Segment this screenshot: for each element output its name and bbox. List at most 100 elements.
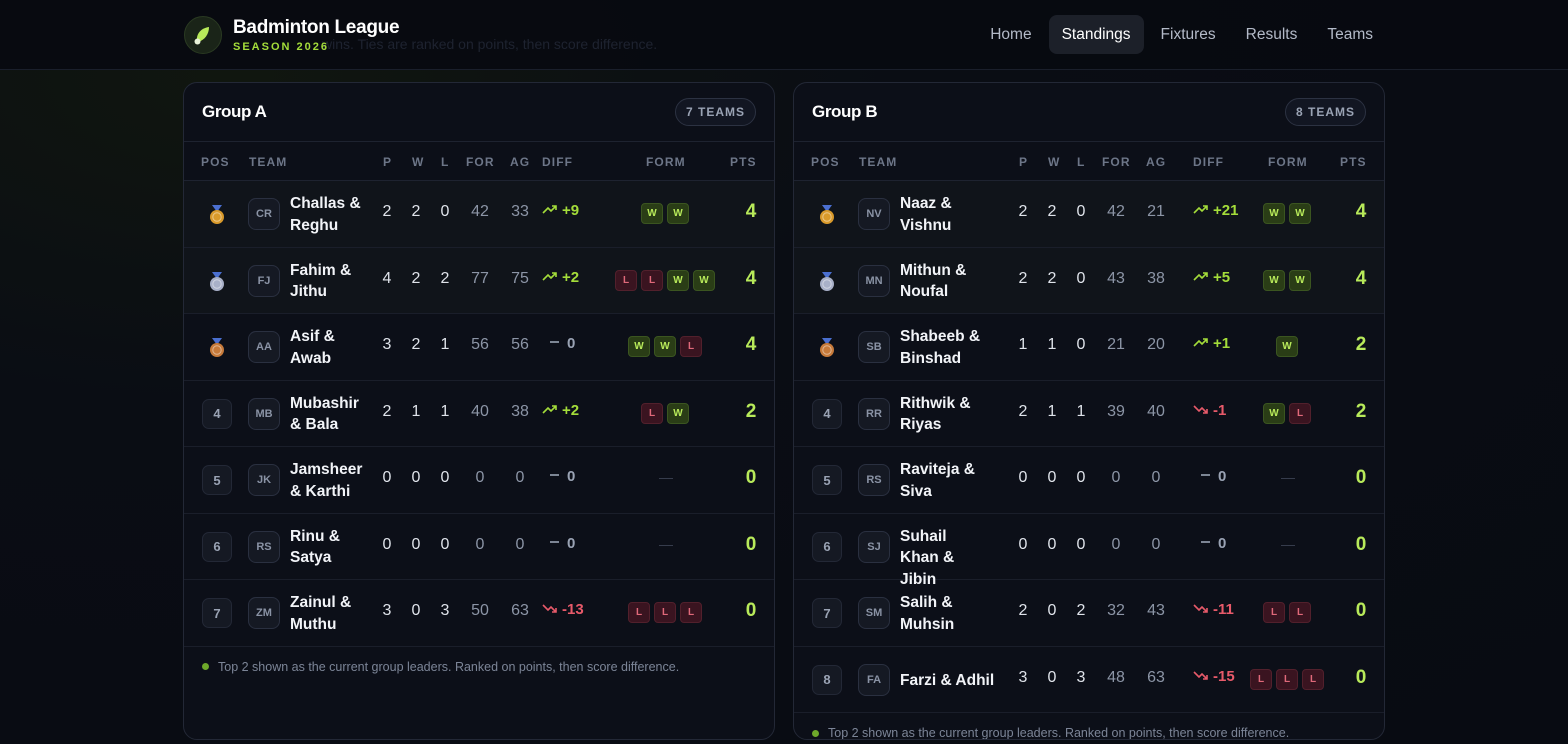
team-count-badge: 8 TEAMS bbox=[1284, 98, 1366, 126]
stat-p: 2 bbox=[1018, 402, 1028, 420]
table-row[interactable]: 8 FA Farzi & Adhil 3 0 3 48 63 -15 L L L 0 bbox=[794, 647, 1384, 713]
stat-w: 0 bbox=[1047, 469, 1057, 486]
column-headers: POS TEAM P W L FOR AG DIFF FORM PTS bbox=[794, 142, 1384, 181]
table-row[interactable]: SB Shabeeb & Binshad 1 1 0 21 20 +1 W 2 bbox=[794, 314, 1384, 381]
team-name[interactable]: Mithun & Noufal bbox=[900, 261, 967, 301]
medal-silver-icon bbox=[818, 271, 836, 297]
trend-up-icon bbox=[542, 402, 558, 419]
table-row[interactable]: 6 SJ Suhail Khan & Jibin 0 0 0 0 0 0 — 0 bbox=[794, 514, 1384, 588]
score-difference: 0 bbox=[547, 535, 575, 552]
table-row[interactable]: CR Challas & Reghu 2 2 0 42 33 +9 W W 4 bbox=[184, 181, 774, 248]
stat-l: 3 bbox=[1076, 668, 1086, 686]
team-avatar: FA bbox=[858, 663, 890, 696]
table-row[interactable]: 7 ZM Zainul & Muthu 3 0 3 50 63 -13 L L L 0 bbox=[184, 580, 774, 647]
stat-for: 32 bbox=[1107, 602, 1125, 619]
page-subtitle-ghost: wins. Ties are ranked on points, then sc… bbox=[322, 36, 658, 52]
table-row[interactable]: FJ Fahim & Jithu 4 2 2 77 75 +2 L L W W 4 bbox=[184, 247, 774, 314]
form-chip-win: W bbox=[667, 402, 689, 424]
table-row[interactable]: MN Mithun & Noufal 2 2 0 43 38 +5 W W 4 bbox=[794, 247, 1384, 314]
form-chip-loss: L bbox=[654, 602, 676, 623]
team-count-badge: 7 TEAMS bbox=[674, 98, 756, 126]
team-name[interactable]: Zainul & Muthu bbox=[290, 594, 352, 633]
points: 0 bbox=[1355, 666, 1367, 688]
brand[interactable]: Badminton League SEASON 2026 bbox=[184, 16, 400, 54]
medal-silver-icon bbox=[208, 271, 226, 297]
stat-p: 4 bbox=[382, 269, 392, 287]
medal-gold-icon bbox=[818, 205, 836, 230]
group-title: Group B bbox=[812, 102, 878, 121]
group-footnote: Top 2 shown as the current group leaders… bbox=[184, 647, 774, 687]
trend-up-icon bbox=[1193, 269, 1209, 286]
form-chip-loss: L bbox=[1289, 402, 1311, 424]
team-avatar: RS bbox=[858, 464, 890, 496]
score-difference: +21 bbox=[1193, 202, 1238, 219]
table-row[interactable]: 5 JK Jamsheer & Karthi 0 0 0 0 0 0 — 0 bbox=[184, 447, 774, 514]
team-name[interactable]: Farzi & Adhil bbox=[900, 671, 995, 689]
points: 0 bbox=[1355, 467, 1367, 488]
stat-l: 0 bbox=[1076, 336, 1086, 353]
table-row[interactable]: AA Asif & Awab 3 2 1 56 56 0 W W L 4 bbox=[184, 314, 774, 381]
score-difference: +5 bbox=[1193, 269, 1230, 286]
team-name[interactable]: Rinu & Satya bbox=[290, 527, 340, 567]
stat-l: 1 bbox=[440, 402, 450, 420]
table-row[interactable]: 5 RS Raviteja & Siva 0 0 0 0 0 0 — 0 bbox=[794, 447, 1384, 514]
stat-w: 1 bbox=[1047, 402, 1057, 420]
points: 2 bbox=[1355, 400, 1367, 422]
stat-ag: 20 bbox=[1147, 336, 1165, 353]
team-name[interactable]: Asif & Awab bbox=[290, 328, 335, 367]
points: 0 bbox=[745, 600, 757, 621]
footnote-text: Top 2 shown as the current group leaders… bbox=[828, 726, 1290, 740]
team-avatar: SM bbox=[858, 597, 890, 629]
nav-item-home[interactable]: Home bbox=[990, 25, 1032, 43]
table-row[interactable]: NV Naaz & Vishnu 2 2 0 42 21 +21 W W 4 bbox=[794, 181, 1384, 248]
stat-l: 2 bbox=[1076, 602, 1086, 619]
nav-item-results[interactable]: Results bbox=[1245, 25, 1298, 43]
stat-w: 2 bbox=[411, 269, 421, 287]
team-name[interactable]: Suhail Khan & Jibin bbox=[900, 527, 955, 588]
position-number: 6 bbox=[812, 531, 842, 562]
team-name[interactable]: Fahim & Jithu bbox=[290, 261, 352, 301]
stat-for: 56 bbox=[471, 336, 489, 353]
table-row[interactable]: 7 SM Salih & Muhsin 2 0 2 32 43 -11 L L 0 bbox=[794, 580, 1384, 647]
form-chip-win: W bbox=[667, 203, 689, 224]
points: 2 bbox=[745, 400, 757, 422]
stat-l: 3 bbox=[440, 602, 450, 619]
nav-item-standings[interactable]: Standings bbox=[1048, 15, 1144, 54]
nav-item-fixtures[interactable]: Fixtures bbox=[1160, 25, 1216, 43]
team-name[interactable]: Raviteja & Siva bbox=[900, 461, 975, 500]
stat-w: 2 bbox=[411, 203, 421, 220]
top-navigation-bar: wins. Ties are ranked on points, then sc… bbox=[0, 0, 1568, 70]
difference-value: -1 bbox=[1213, 401, 1227, 419]
stat-for: 42 bbox=[1107, 203, 1125, 220]
difference-value: -11 bbox=[1213, 601, 1234, 618]
team-name[interactable]: Challas & Reghu bbox=[290, 195, 361, 234]
form-chip-loss: L bbox=[1276, 668, 1298, 690]
form-chip-loss: L bbox=[1289, 602, 1311, 623]
team-name[interactable]: Jamsheer & Karthi bbox=[290, 461, 363, 500]
team-avatar: FJ bbox=[248, 264, 280, 297]
team-name[interactable]: Mubashir & Bala bbox=[290, 394, 359, 434]
team-name[interactable]: Salih & Muhsin bbox=[900, 594, 955, 633]
trend-down-icon bbox=[1193, 668, 1209, 685]
stat-p: 2 bbox=[1018, 269, 1028, 287]
table-row[interactable]: 6 RS Rinu & Satya 0 0 0 0 0 0 — 0 bbox=[184, 514, 774, 580]
table-row[interactable]: 4 MB Mubashir & Bala 2 1 1 40 38 +2 L W 2 bbox=[184, 381, 774, 447]
difference-value: -13 bbox=[562, 601, 584, 618]
team-name[interactable]: Naaz & Vishnu bbox=[900, 195, 952, 234]
team-name[interactable]: Shabeeb & Binshad bbox=[900, 328, 981, 367]
score-difference: 0 bbox=[547, 335, 575, 352]
form-chip-win: W bbox=[1289, 269, 1311, 291]
position-number: 6 bbox=[202, 531, 232, 562]
table-row[interactable]: 4 RR Rithwik & Riyas 2 1 1 39 40 -1 W L 2 bbox=[794, 381, 1384, 447]
column-header-pts: PTS bbox=[730, 155, 757, 169]
nav-item-teams[interactable]: Teams bbox=[1327, 25, 1373, 43]
stat-ag: 0 bbox=[1151, 469, 1161, 486]
trend-flat-icon bbox=[1198, 468, 1214, 485]
score-difference: 0 bbox=[1198, 468, 1226, 485]
team-name[interactable]: Rithwik & Riyas bbox=[900, 394, 971, 434]
column-header-p: P bbox=[1019, 155, 1029, 169]
stat-l: 0 bbox=[1076, 269, 1086, 287]
